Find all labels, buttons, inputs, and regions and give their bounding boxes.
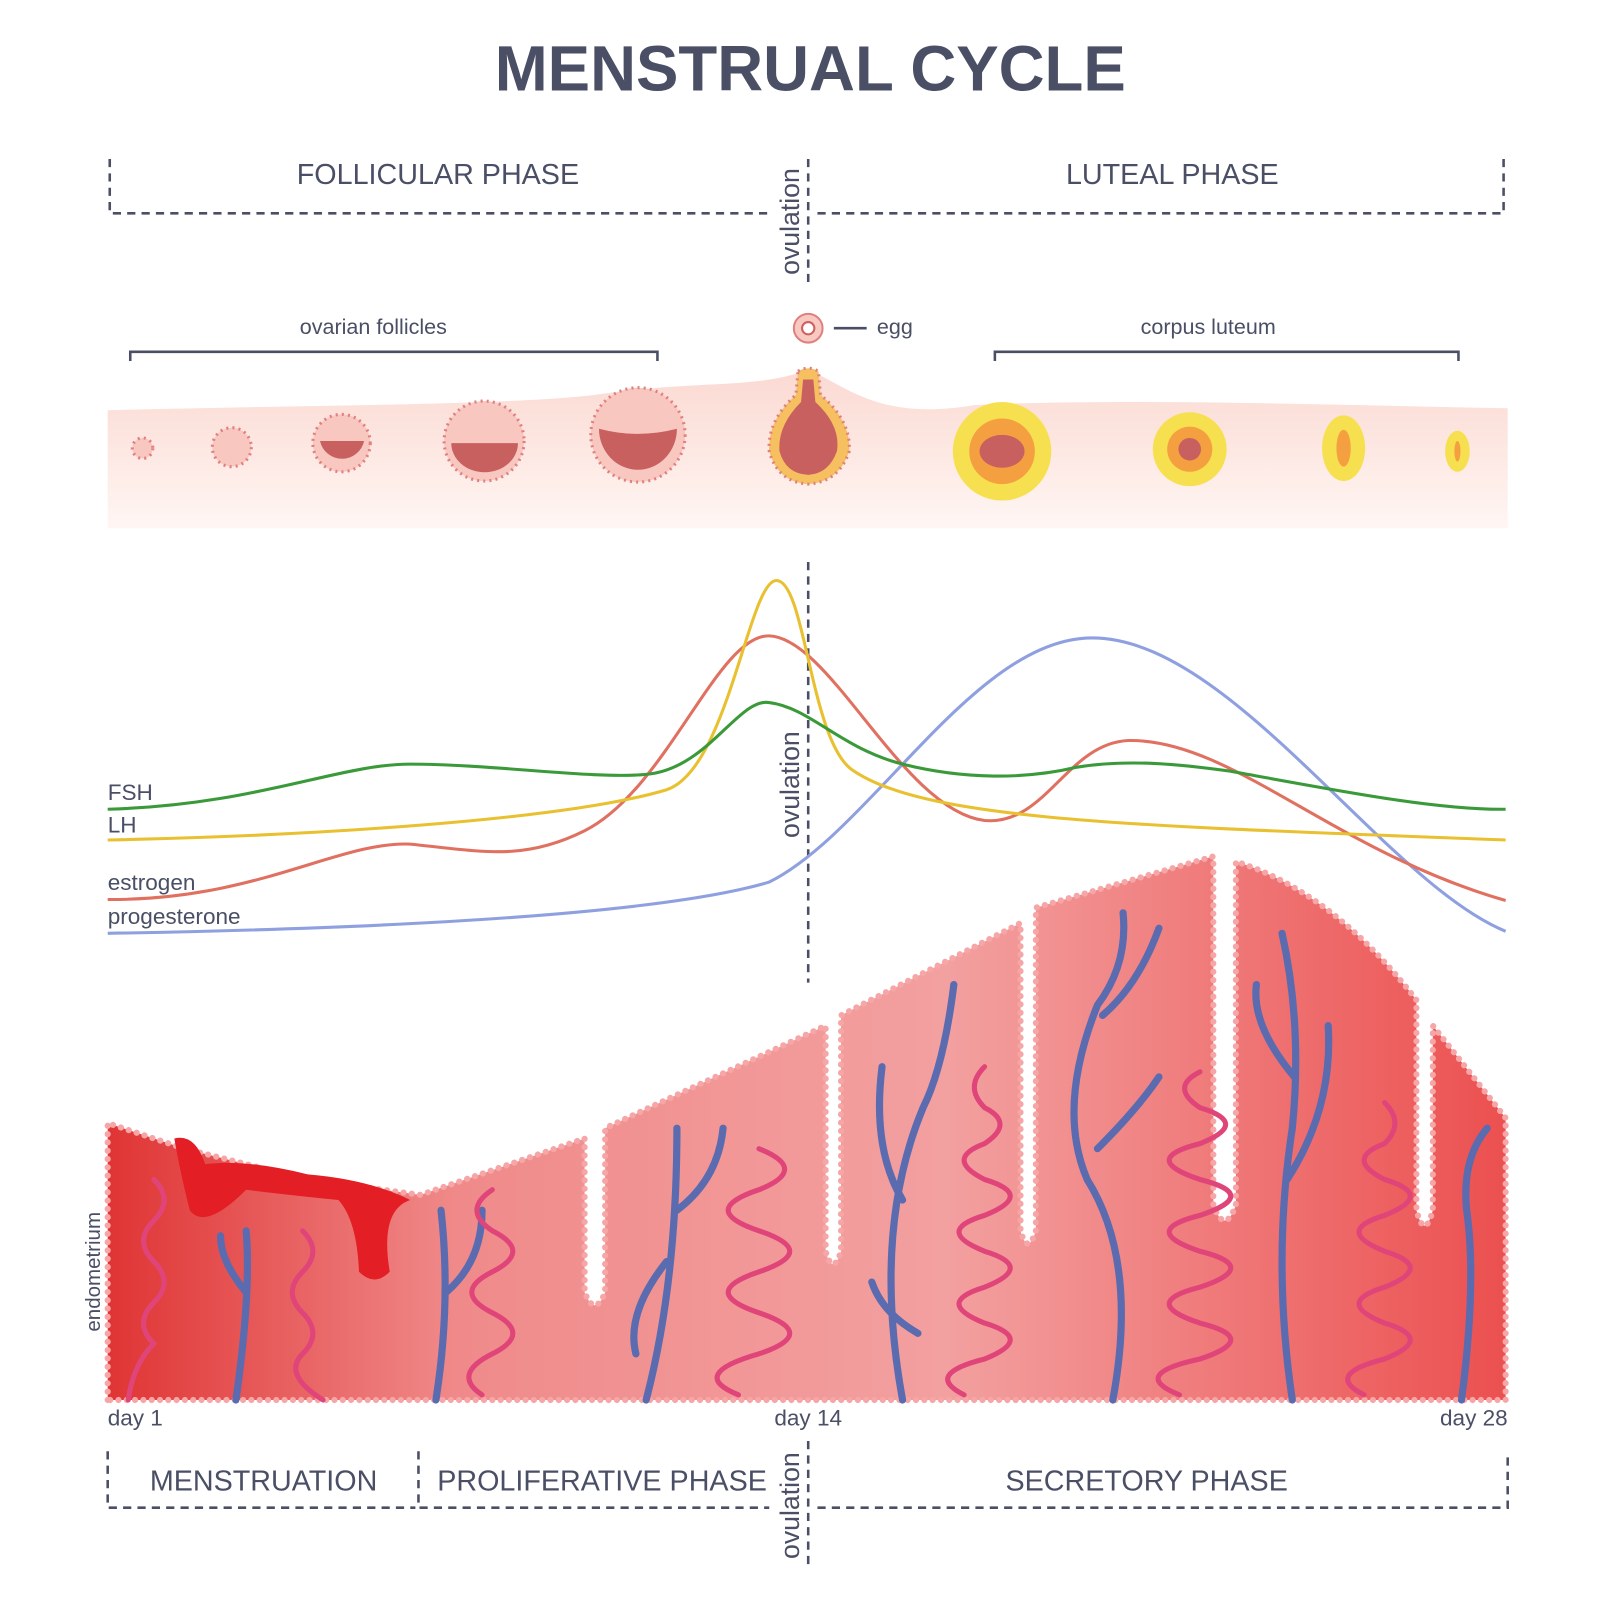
phase-label: LUTEAL PHASE [1066, 159, 1279, 191]
cavity [320, 441, 365, 459]
endometrium: endometrium day 1 day 14 day 28 [82, 852, 1509, 1430]
ovary-label: corpus luteum [1141, 315, 1276, 339]
vein [1070, 909, 1163, 1404]
vein [1252, 929, 1333, 1404]
luteum-bracket [993, 350, 1460, 362]
hormone-label: estrogen [108, 870, 196, 895]
luteum-inner [1336, 429, 1351, 467]
label-backdrop [779, 717, 805, 852]
progesterone-curve [107, 636, 1507, 935]
day-label: day 14 [774, 1405, 842, 1430]
ovary: ovarian follicles corpus luteum egg [107, 312, 1508, 529]
luteum-core [979, 434, 1025, 468]
ovary-label: egg [877, 315, 913, 339]
vein [630, 1124, 727, 1404]
artery [1345, 1100, 1413, 1398]
ovulation-label: ovulation [775, 1452, 805, 1559]
vein [1457, 1124, 1491, 1404]
lh-curve [107, 578, 1506, 842]
hormone-curves: FSH LH estrogen progesterone ovulation [107, 562, 1507, 983]
phase-label: MENSTRUATION [150, 1466, 378, 1498]
ovulating-cavity [779, 379, 838, 475]
artery [466, 1187, 516, 1398]
top-phase-bracket: FOLLICULAR PHASE LUTEAL PHASE ovulation [108, 158, 1505, 286]
endometrium-tissue [104, 852, 1509, 1404]
vein [868, 981, 958, 1404]
bottom-phase-bracket: MENSTRUATION PROLIFERATIVE PHASE SECRETO… [106, 1441, 1509, 1570]
hormone-label: FSH [108, 780, 153, 805]
ovulation-label: ovulation [775, 731, 805, 838]
phase-bracket-line [106, 1451, 1509, 1509]
fsh-curve [107, 701, 1506, 811]
artery [945, 1064, 1013, 1398]
endometrium-label: endometrium [82, 1212, 105, 1332]
luteum-inner [1454, 441, 1461, 462]
vein [216, 1227, 251, 1404]
follicle-cavities [320, 428, 677, 473]
follicles-bracket [128, 350, 659, 362]
day-label: day 28 [1440, 1405, 1508, 1430]
phase-label: SECRETORY PHASE [1005, 1466, 1287, 1498]
artery [714, 1146, 793, 1398]
estrogen-curve [107, 634, 1507, 902]
ovary-label: ovarian follicles [300, 315, 447, 339]
luteum-core [1178, 437, 1202, 461]
phase-bracket-line [108, 158, 1505, 215]
artery [1155, 1069, 1234, 1398]
vessels [125, 909, 1491, 1404]
phase-label: PROLIFERATIVE PHASE [437, 1466, 767, 1498]
corpus-luteum [952, 402, 1470, 501]
hormone-label: progesterone [108, 904, 241, 929]
artery [289, 1228, 326, 1403]
artery [125, 1176, 167, 1403]
hormone-label: LH [108, 813, 137, 838]
ovulation-label: ovulation [775, 168, 805, 275]
follicle [210, 426, 253, 469]
phase-label: FOLLICULAR PHASE [297, 159, 579, 191]
follicle [130, 436, 155, 460]
cavity [598, 428, 677, 470]
egg-nucleus [801, 321, 816, 336]
cavity [451, 443, 518, 473]
day-label: day 1 [108, 1405, 163, 1430]
title: MENSTRUAL CYCLE [495, 34, 1126, 105]
menstrual-blood [174, 1137, 411, 1280]
